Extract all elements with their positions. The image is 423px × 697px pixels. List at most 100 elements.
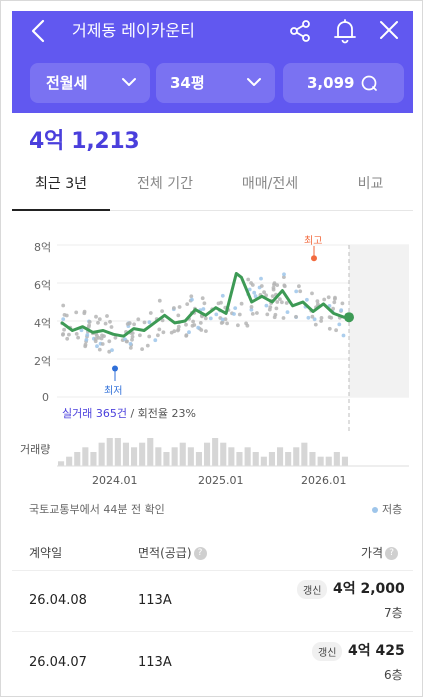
data-point xyxy=(326,295,331,300)
data-point xyxy=(97,347,102,352)
chevron-down-icon xyxy=(247,78,261,86)
close-icon[interactable] xyxy=(378,19,400,41)
data-point xyxy=(275,300,280,304)
tab-sale-jeonse[interactable]: 매매/전세 xyxy=(241,176,299,192)
volume-bar xyxy=(131,447,138,466)
top-bar: 거제동 레이카운티 전월세 34평 xyxy=(12,11,413,113)
data-point xyxy=(319,319,323,323)
volume-label: 거래량 xyxy=(20,443,51,456)
data-point xyxy=(161,330,166,335)
data-point xyxy=(140,347,145,351)
volume-bar xyxy=(195,452,202,466)
volume-bar xyxy=(90,452,97,466)
data-point xyxy=(147,334,152,339)
data-point xyxy=(83,342,88,347)
data-source-note: 국토교통부에서 44분 전 확인 xyxy=(29,503,165,516)
divider xyxy=(12,631,413,632)
chart-canvas xyxy=(57,244,409,467)
listing-count-button[interactable]: 3,099 xyxy=(283,63,404,103)
data-point xyxy=(156,333,160,338)
data-point xyxy=(310,314,315,319)
data-point xyxy=(282,272,286,277)
back-arrow-icon[interactable] xyxy=(28,18,50,44)
size-select[interactable]: 34평 xyxy=(156,63,275,103)
data-point xyxy=(62,327,66,332)
data-point xyxy=(94,314,98,319)
col-header-price-label: 가격 xyxy=(361,546,384,560)
data-point xyxy=(341,333,346,338)
data-point xyxy=(236,323,240,328)
data-point xyxy=(136,317,141,322)
data-point xyxy=(264,303,269,308)
data-point xyxy=(103,321,108,326)
row-area: 113A xyxy=(138,655,172,670)
volume-bar xyxy=(147,438,154,466)
data-point xyxy=(272,315,277,320)
data-point xyxy=(268,305,273,309)
data-point xyxy=(79,328,84,333)
data-point xyxy=(190,297,194,302)
turnover-rate: / 회전율 23% xyxy=(126,407,196,420)
data-point xyxy=(87,323,91,327)
chevron-down-icon xyxy=(122,78,136,86)
data-point xyxy=(176,327,181,332)
data-point xyxy=(109,325,114,329)
current-point xyxy=(344,312,354,323)
data-point xyxy=(76,335,80,340)
data-point xyxy=(94,337,98,341)
tab-recent-3y[interactable]: 최근 3년 xyxy=(12,161,110,211)
volume-bar xyxy=(212,438,219,466)
data-point xyxy=(74,310,79,315)
data-point xyxy=(312,317,317,322)
current-price: 4억 1,213 xyxy=(29,129,140,154)
volume-bar xyxy=(122,442,129,466)
data-point xyxy=(285,310,290,314)
low-label: 최저 xyxy=(104,386,123,397)
data-point xyxy=(219,300,223,305)
data-point xyxy=(145,343,150,348)
row-area: 113A xyxy=(138,593,172,608)
share-icon[interactable] xyxy=(288,19,312,43)
row-price: 4억 425 xyxy=(348,643,405,659)
data-point xyxy=(327,326,332,331)
help-icon[interactable]: ? xyxy=(385,547,399,560)
volume-bar xyxy=(293,447,300,466)
data-point xyxy=(82,309,87,314)
col-header-date: 계약일 xyxy=(29,546,63,560)
data-point xyxy=(282,275,286,279)
deal-type-select[interactable]: 전월세 xyxy=(30,63,150,103)
row-price: 4억 2,000 xyxy=(333,581,405,597)
data-point xyxy=(297,284,301,289)
y-tick-label: 8억 xyxy=(34,241,52,254)
bell-icon[interactable] xyxy=(333,18,357,44)
data-point xyxy=(113,335,118,340)
data-point xyxy=(185,302,190,306)
volume-bar xyxy=(309,452,316,466)
volume-bar xyxy=(98,442,105,466)
volume-bar xyxy=(268,452,275,466)
data-point xyxy=(176,324,181,329)
help-icon[interactable]: ? xyxy=(193,547,207,560)
data-point xyxy=(87,320,92,324)
data-point xyxy=(172,306,176,310)
data-point xyxy=(239,301,244,306)
tab-all-period[interactable]: 전체 기간 xyxy=(137,176,193,192)
volume-bar xyxy=(74,452,81,466)
price-chart[interactable]: 8억 6억 4억 2억 0 최고 최저 실거래 365건 / 회전율 23% 거… xyxy=(12,231,413,496)
volume-bar xyxy=(106,438,113,466)
data-point xyxy=(252,290,257,295)
listing-count-value: 3,099 xyxy=(307,74,355,92)
data-point xyxy=(189,294,194,299)
data-point xyxy=(160,318,165,323)
data-point xyxy=(220,293,225,298)
data-point xyxy=(337,322,342,327)
data-point xyxy=(306,315,311,320)
data-point xyxy=(294,314,298,319)
tab-compare[interactable]: 비교 xyxy=(357,176,384,192)
size-value: 34평 xyxy=(170,74,205,92)
data-point xyxy=(208,316,213,321)
data-point xyxy=(105,314,109,318)
data-point xyxy=(270,294,275,298)
y-tick-label: 4억 xyxy=(34,317,52,330)
y-tick-label: 0 xyxy=(42,391,49,404)
